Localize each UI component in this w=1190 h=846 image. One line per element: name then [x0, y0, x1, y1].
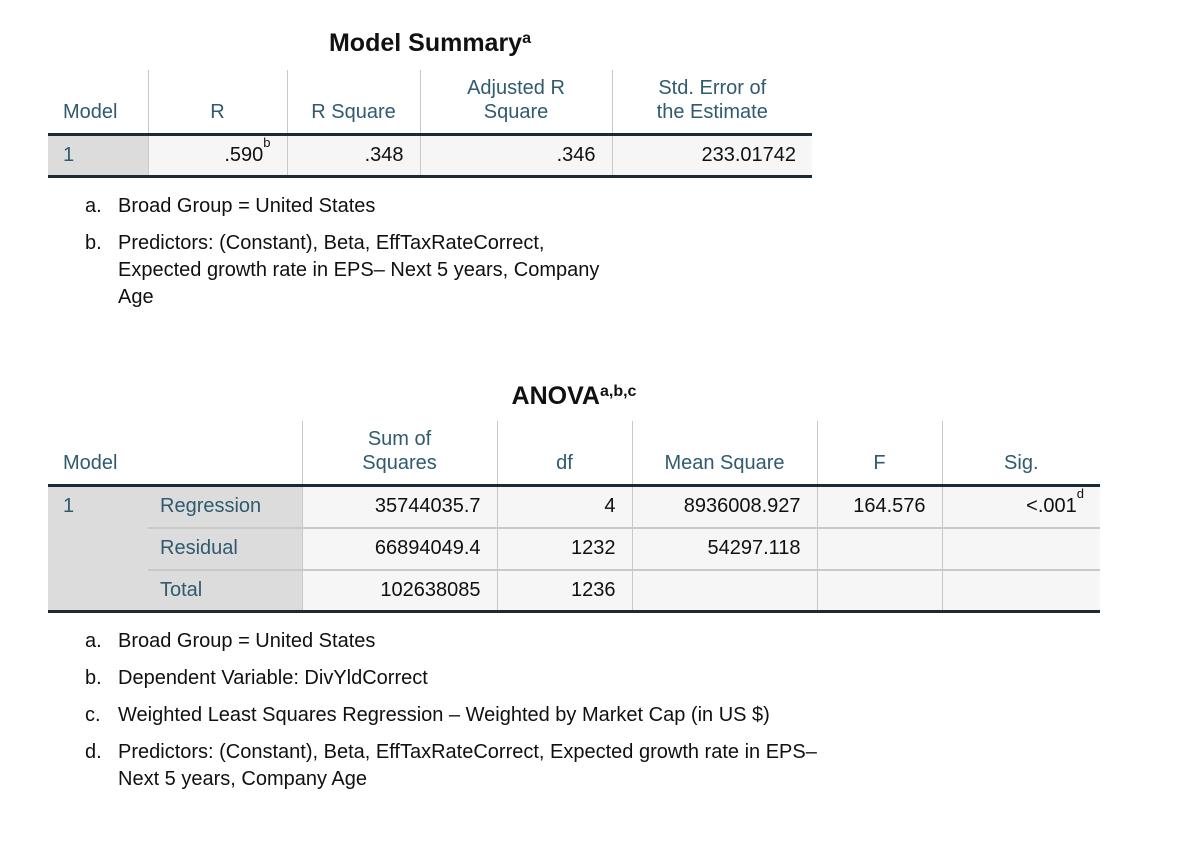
column-header-adjusted-r-square: Adjusted R Square	[419, 70, 612, 136]
anova-block: ANOVAa,b,c Model Sum of Squares df Mean …	[48, 381, 1190, 793]
footnote-b: b. Dependent Variable: DivYldCorrect	[85, 665, 1190, 692]
anova-table: Model Sum of Squares df Mean Square F Si…	[48, 421, 1101, 613]
footnote-text: Broad Group = United States	[118, 195, 376, 217]
cell-df: 1236	[496, 568, 633, 612]
footnote-c: c. Weighted Least Squares Regression – W…	[85, 702, 1190, 729]
cell-r-superscript: b	[263, 135, 271, 150]
footnote-text: Dependent Variable: DivYldCorrect	[118, 667, 428, 689]
anova-title-superscript: a,b,c	[599, 383, 637, 400]
model-summary-block: Model Summarya Model R R Square Adjusted…	[48, 28, 1190, 311]
model-summary-data-row: 1 .590b .348 .346 233.01742	[48, 134, 812, 177]
model-summary-header-row: Model R R Square Adjusted R Square Std. …	[48, 70, 812, 136]
cell-mean-square: 54297.118	[631, 526, 818, 570]
cell-sig	[941, 526, 1101, 570]
anova-title: ANOVAa,b,c	[48, 381, 1100, 411]
cell-f: 164.576	[816, 485, 943, 528]
cell-f	[816, 526, 943, 570]
anova-header-row: Model Sum of Squares df Mean Square F Si…	[48, 421, 1101, 487]
footnote-b: b. Predictors: (Constant), Beta, EffTaxR…	[85, 230, 618, 311]
footnote-marker: b.	[85, 232, 102, 254]
column-header-mean-square: Mean Square	[631, 421, 818, 487]
cell-sum-of-squares: 66894049.4	[301, 526, 498, 570]
cell-mean-square	[631, 568, 818, 612]
model-summary-title-text: Model Summary	[328, 29, 523, 57]
anova-row-residual: Residual 66894049.4 1232 54297.118	[48, 526, 1101, 570]
anova-row-regression: 1 Regression 35744035.7 4 8936008.927 16…	[48, 485, 1101, 612]
cell-model-number: 1	[48, 134, 148, 177]
row-label-regression: Regression	[148, 485, 303, 528]
column-header-r-square: R Square	[286, 70, 420, 136]
column-header-std-error: Std. Error of the Estimate	[611, 70, 812, 136]
cell-sum-of-squares: 35744035.7	[301, 485, 498, 528]
row-label-residual: Residual	[148, 526, 303, 570]
column-header-f: F	[816, 421, 943, 487]
cell-std-error-value: 233.01742	[611, 134, 812, 177]
model-summary-table: Model R R Square Adjusted R Square Std. …	[48, 70, 812, 178]
cell-f	[816, 568, 943, 612]
row-label-total: Total	[148, 568, 303, 612]
footnote-text: Broad Group = United States	[118, 630, 376, 652]
model-summary-footnotes: a. Broad Group = United States b. Predic…	[85, 193, 1190, 311]
anova-row-total: Total 102638085 1236	[48, 568, 1101, 612]
footnote-d: d. Predictors: (Constant), Beta, EffTaxR…	[85, 739, 838, 793]
footnote-text: Predictors: (Constant), Beta, EffTaxRate…	[118, 741, 817, 790]
footnote-text: Predictors: (Constant), Beta, EffTaxRate…	[118, 232, 600, 308]
cell-sig: <.001d	[941, 485, 1101, 528]
cell-r-square-value: .348	[286, 134, 420, 177]
model-summary-title: Model Summarya	[48, 28, 812, 58]
anova-title-text: ANOVA	[511, 382, 600, 410]
footnote-marker: b.	[85, 667, 102, 689]
footnote-text: Weighted Least Squares Regression – Weig…	[118, 704, 770, 726]
column-header-model: Model	[48, 70, 148, 136]
footnote-a: a. Broad Group = United States	[85, 193, 1190, 220]
cell-adjusted-r-square-value: .346	[419, 134, 612, 177]
footnote-marker: d.	[85, 741, 102, 763]
model-summary-title-superscript: a	[522, 30, 531, 47]
cell-model-number: 1	[48, 485, 148, 612]
anova-footnotes: a. Broad Group = United States b. Depend…	[85, 628, 1190, 793]
cell-sig	[941, 568, 1101, 612]
cell-sum-of-squares: 102638085	[301, 568, 498, 612]
footnote-a: a. Broad Group = United States	[85, 628, 1190, 655]
cell-sig-superscript: d	[1076, 486, 1085, 502]
column-header-model: Model	[48, 421, 303, 487]
footnote-marker: a.	[85, 630, 102, 652]
footnote-marker: c.	[85, 704, 101, 726]
footnote-marker: a.	[85, 195, 102, 217]
cell-df: 4	[496, 485, 633, 528]
column-header-r: R	[147, 70, 287, 136]
column-header-sum-of-squares: Sum of Squares	[301, 421, 498, 487]
column-header-sig: Sig.	[941, 421, 1101, 487]
cell-r-value: .590b	[147, 134, 287, 177]
cell-df: 1232	[496, 526, 633, 570]
column-header-df: df	[496, 421, 633, 487]
cell-mean-square: 8936008.927	[631, 485, 818, 528]
